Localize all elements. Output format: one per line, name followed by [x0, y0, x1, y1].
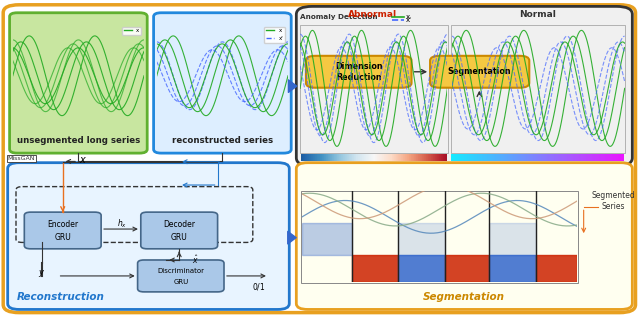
- Text: x': x': [406, 18, 412, 23]
- FancyBboxPatch shape: [296, 163, 632, 309]
- Text: Dimension: Dimension: [335, 63, 383, 71]
- FancyBboxPatch shape: [138, 260, 224, 292]
- Legend: x: x: [122, 27, 141, 35]
- Text: GRU: GRU: [173, 279, 188, 285]
- FancyBboxPatch shape: [141, 212, 218, 249]
- Text: $h_x$: $h_x$: [117, 217, 127, 230]
- Text: MissGAN: MissGAN: [8, 156, 35, 161]
- FancyBboxPatch shape: [154, 13, 291, 153]
- Bar: [398, 223, 445, 255]
- Text: Segmented
Series: Segmented Series: [591, 191, 635, 211]
- Text: $y$: $y$: [38, 268, 45, 279]
- Text: GRU: GRU: [171, 233, 188, 242]
- Text: Anomaly Detection: Anomaly Detection: [300, 14, 377, 20]
- Text: Abnormal: Abnormal: [348, 10, 397, 19]
- FancyBboxPatch shape: [3, 5, 636, 313]
- FancyBboxPatch shape: [306, 56, 412, 88]
- Text: Normal: Normal: [519, 10, 556, 19]
- Bar: [445, 255, 489, 282]
- Bar: [451, 25, 625, 153]
- Text: $\mathit{x}$: $\mathit{x}$: [79, 155, 87, 165]
- Text: unsegmented long series: unsegmented long series: [17, 136, 140, 145]
- Text: GRU: GRU: [54, 233, 71, 242]
- Text: $0/1$: $0/1$: [252, 281, 266, 292]
- Bar: [536, 255, 577, 282]
- Text: reconstructed series: reconstructed series: [172, 136, 273, 145]
- Text: Segmentation: Segmentation: [423, 293, 506, 302]
- Text: Reconstruction: Reconstruction: [17, 293, 105, 302]
- FancyArrowPatch shape: [288, 231, 296, 244]
- Bar: [301, 191, 578, 283]
- Text: $\hat{x}$: $\hat{x}$: [192, 254, 198, 266]
- Bar: [302, 223, 351, 255]
- Bar: [398, 255, 445, 282]
- Text: Reduction: Reduction: [336, 73, 381, 82]
- Bar: [351, 255, 398, 282]
- Text: Segmentation: Segmentation: [448, 67, 511, 76]
- FancyBboxPatch shape: [24, 212, 101, 249]
- FancyBboxPatch shape: [296, 6, 632, 166]
- FancyBboxPatch shape: [8, 163, 289, 309]
- Bar: [302, 255, 351, 282]
- Bar: [300, 25, 448, 153]
- Text: x: x: [406, 14, 410, 19]
- Legend: x, x': x, x': [264, 27, 285, 43]
- FancyBboxPatch shape: [430, 56, 529, 88]
- FancyArrowPatch shape: [289, 80, 297, 93]
- Bar: [489, 223, 536, 255]
- Bar: [489, 255, 536, 282]
- Text: Encoder: Encoder: [47, 220, 78, 229]
- Text: Decoder: Decoder: [163, 220, 195, 229]
- Text: Discriminator: Discriminator: [157, 268, 204, 274]
- FancyBboxPatch shape: [10, 13, 147, 153]
- Bar: [302, 223, 351, 255]
